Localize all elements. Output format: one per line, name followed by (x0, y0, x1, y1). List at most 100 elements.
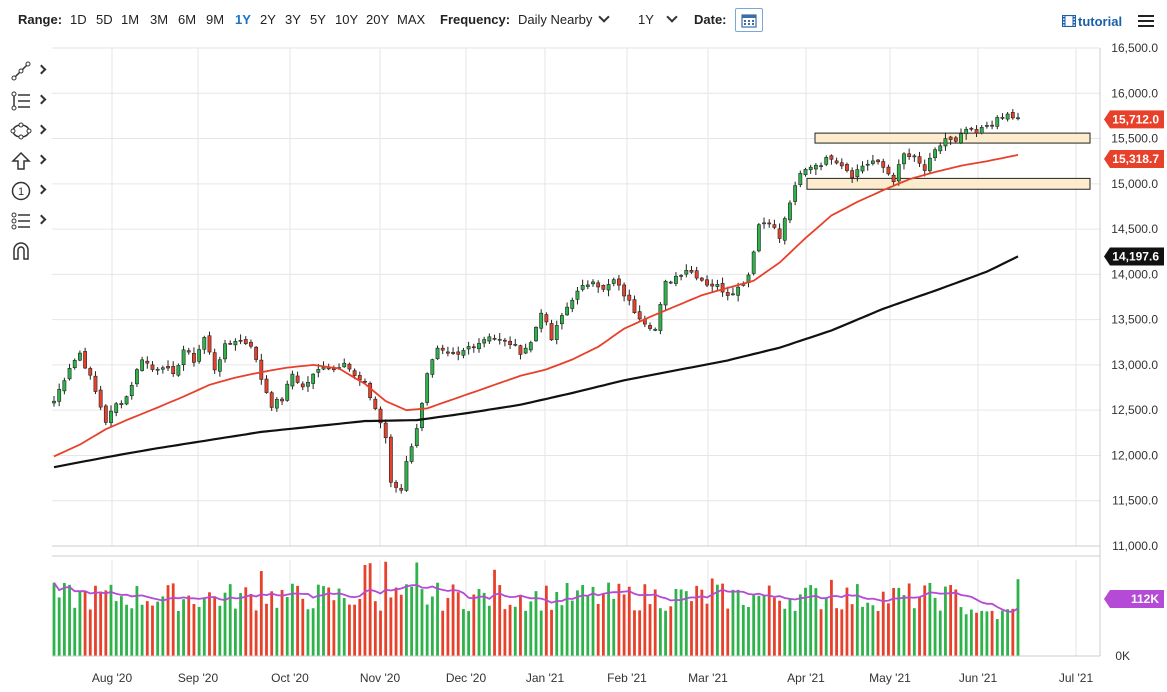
candle (679, 274, 684, 281)
date-picker-button[interactable] (735, 8, 763, 32)
volume-bar (425, 604, 429, 656)
candle (663, 279, 668, 310)
volume-bar (850, 604, 854, 656)
volume-bar (700, 589, 704, 656)
candle (373, 396, 378, 411)
volume-bar (715, 584, 719, 656)
ma200-line (53, 255, 1019, 469)
volume-bar (565, 583, 569, 656)
candle (637, 305, 642, 321)
candle (290, 370, 295, 390)
volume-bar (140, 604, 144, 656)
volume-bar (104, 590, 108, 656)
range-button-5d[interactable]: 5D (96, 12, 113, 27)
y-tick-label: 15,000.0 (1111, 177, 1158, 191)
zone-rect (806, 177, 1091, 190)
candle (845, 162, 849, 173)
candle (171, 361, 176, 377)
range-button-1y[interactable]: 1Y (235, 12, 251, 27)
candle (912, 153, 917, 162)
period-select[interactable]: 1Y (638, 11, 678, 27)
range-label: Range: (18, 12, 63, 27)
candle (207, 331, 212, 355)
volume-bar (125, 604, 128, 656)
volume-bar (467, 611, 471, 656)
range-button-1d[interactable]: 1D (70, 12, 87, 27)
candle (554, 320, 559, 345)
candle (212, 348, 217, 374)
candle (471, 343, 476, 353)
magnet-icon (13, 242, 29, 260)
measure-tool[interactable] (8, 208, 48, 234)
candle (684, 264, 689, 278)
volume-bar (570, 600, 574, 656)
candle (746, 272, 751, 288)
candle (617, 275, 621, 291)
y-tick-label: 13,000.0 (1111, 358, 1158, 372)
range-button-20y[interactable]: 20Y (366, 12, 390, 27)
candle (959, 128, 963, 145)
volume-bar (627, 586, 631, 656)
volume-bar (436, 582, 439, 656)
candle (435, 345, 440, 360)
range-button-3y[interactable]: 3Y (285, 12, 301, 27)
volume-bar (119, 596, 123, 656)
candle (596, 280, 601, 293)
candle (202, 335, 207, 355)
volume-bar (109, 584, 113, 656)
candle (575, 286, 580, 305)
candle (451, 347, 455, 355)
fibonacci-tool[interactable] (8, 88, 48, 114)
candle (855, 164, 860, 182)
candle (119, 400, 124, 409)
candle (223, 339, 227, 363)
candle (756, 223, 761, 253)
volume-bar (519, 596, 522, 656)
volume-bar (244, 587, 248, 656)
frequency-select[interactable]: Daily Nearby (518, 11, 611, 27)
range-button-9m[interactable]: 9M (206, 12, 225, 27)
candle (414, 423, 419, 448)
numbered-marker-tool[interactable]: 1 (8, 178, 48, 204)
x-tick-label: Feb '21 (607, 671, 647, 685)
volume-bar (788, 599, 792, 656)
range-button-1m[interactable]: 1M (121, 12, 140, 27)
candle (731, 287, 735, 296)
volume-bar (166, 585, 170, 656)
candle (715, 279, 720, 291)
volume-bar (57, 597, 61, 656)
volume-bar (1001, 610, 1004, 656)
frequency-value: Daily Nearby (518, 12, 593, 27)
arrow-tool[interactable] (8, 148, 48, 174)
range-button-2y[interactable]: 2Y (260, 12, 276, 27)
candle (409, 443, 414, 464)
magnet-tool[interactable] (8, 238, 48, 264)
moving-averages (53, 154, 1019, 469)
hamburger-menu-icon[interactable] (1138, 15, 1154, 27)
volume-bar (161, 596, 165, 656)
candle (186, 347, 191, 355)
candle (461, 347, 466, 359)
volume-bar (819, 609, 823, 656)
candle (399, 484, 404, 494)
trend-line-tool[interactable] (8, 58, 48, 84)
candle (311, 373, 316, 389)
tutorial-link[interactable]: tutorial (1061, 14, 1122, 29)
candle (720, 277, 725, 297)
range-button-6m[interactable]: 6M (178, 12, 197, 27)
y-tick-label: 11,000.0 (1112, 539, 1158, 553)
range-button-10y[interactable]: 10Y (335, 12, 359, 27)
range-button-max[interactable]: MAX (397, 12, 426, 27)
film-icon (1061, 14, 1077, 28)
shapes-tool[interactable] (8, 118, 48, 144)
candle (135, 368, 139, 387)
volume-bar (441, 610, 445, 656)
volume-bar (1011, 608, 1015, 656)
volume-bar (462, 609, 465, 656)
volume-bar (560, 605, 564, 656)
volume-bar (88, 609, 92, 656)
range-button-3m[interactable]: 3M (150, 12, 169, 27)
candle (767, 219, 772, 228)
range-button-5y[interactable]: 5Y (310, 12, 326, 27)
